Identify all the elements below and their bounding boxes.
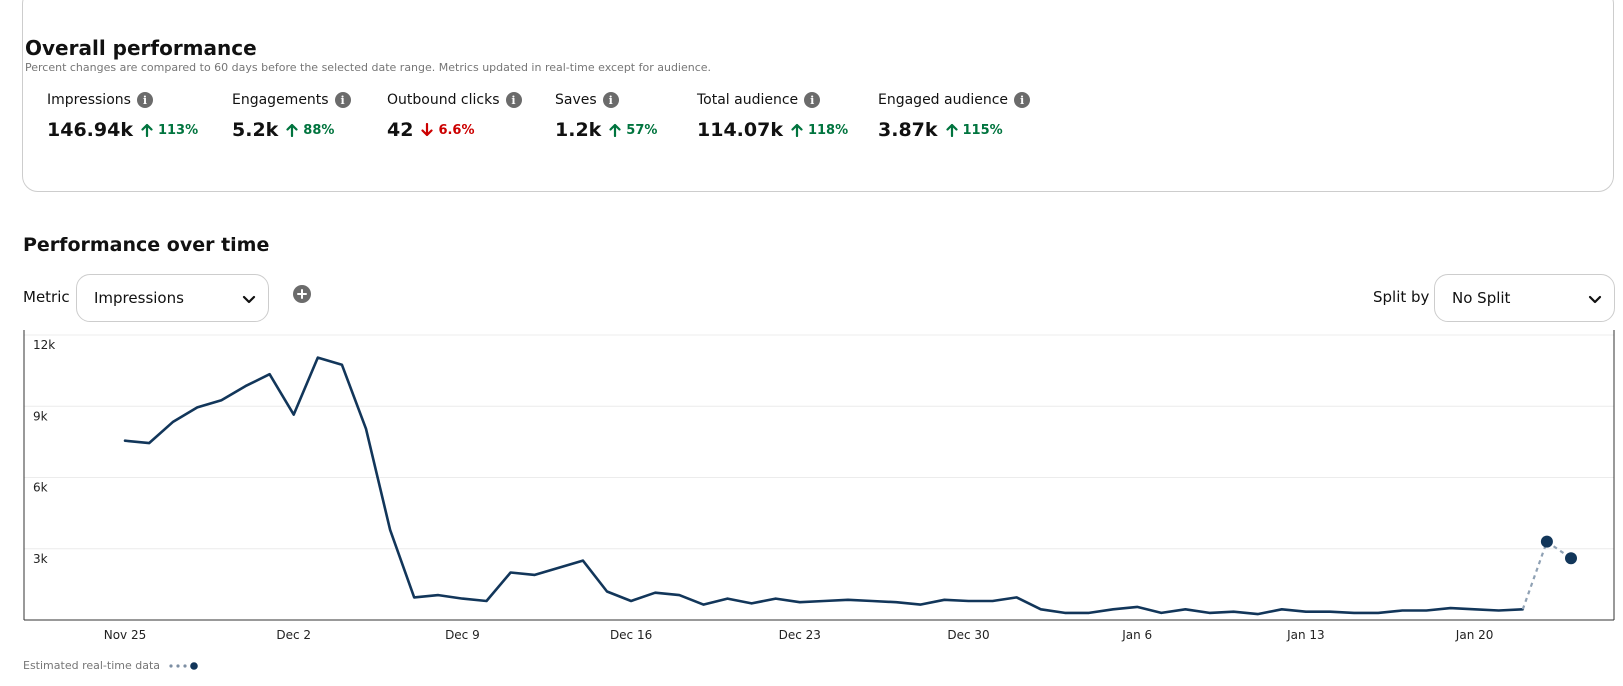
x-tick-label: Jan 13 (1286, 628, 1325, 642)
metric-value-row: 3.87k 115% (878, 117, 1030, 143)
estimated-series-line (1521, 539, 1572, 610)
chevron-down-icon (242, 295, 256, 304)
metric-label: Saves (555, 92, 597, 108)
split-by-label: Split by (1373, 288, 1430, 306)
estimated-data-point (1565, 552, 1577, 565)
x-tick-label: Jan 20 (1455, 628, 1494, 642)
arrow-up-icon (945, 123, 958, 137)
estimated-data-point (1540, 535, 1553, 548)
metric-label: Engagements (232, 92, 329, 108)
metric-value: 146.94k (47, 119, 133, 141)
metric-value-row: 42 6.6% (387, 117, 522, 143)
metric-label: Engaged audience (878, 92, 1009, 108)
legend-label: Estimated real-time data (23, 659, 161, 672)
performance-over-time-title: Performance over time (23, 234, 270, 256)
metric-engagements: Engagements i 5.2k 88% (232, 90, 351, 143)
metric-change-value: 115% (962, 122, 1003, 138)
performance-line-chart: 12k 9k 6k 3k Nov 25 Dec 2 Dec 9 Dec 16 Dec 23 Dec… (23, 330, 1615, 642)
metric-label: Total audience (697, 92, 799, 108)
metric-label-row: Total audience i (697, 90, 848, 110)
chevron-down-icon (1588, 295, 1602, 304)
y-tick-label: 3k (33, 552, 48, 566)
metric-change: 118% (791, 123, 848, 138)
arrow-up-icon (141, 123, 153, 137)
info-icon[interactable]: i (602, 92, 619, 108)
arrow-up-icon (791, 123, 803, 137)
metric-label-row: Engagements i (232, 90, 351, 110)
metric-value: 5.2k (232, 119, 279, 141)
metric-value: 1.2k (555, 119, 602, 141)
metric-label: Metric (23, 288, 70, 306)
arrow-up-icon (609, 123, 621, 137)
x-tick-label: Dec 9 (445, 628, 480, 642)
metric-value-row: 5.2k 88% (232, 117, 351, 143)
split-by-dropdown[interactable]: No Split (1434, 274, 1615, 322)
estimated-dotted-line-icon (169, 661, 198, 670)
metric-label-row: Engaged audience i (878, 90, 1031, 110)
metric-value: 3.87k (878, 119, 938, 141)
metric-outbound-clicks: Outbound clicks i 42 6.6% (387, 90, 522, 143)
arrow-down-icon (421, 123, 434, 137)
y-tick-label: 9k (33, 409, 48, 423)
overall-performance-subtitle: Percent changes are compared to 60 days … (25, 61, 712, 74)
metric-label: Outbound clicks (387, 92, 500, 108)
metric-change: 88% (286, 123, 334, 138)
metric-change: 113% (141, 123, 198, 138)
overall-performance-title: Overall performance (25, 36, 257, 60)
metric-value-row: 114.07k 118% (697, 117, 848, 143)
split-by-dropdown-value: No Split (1452, 289, 1511, 307)
metric-value: 114.07k (697, 119, 783, 141)
metric-change-value: 57% (626, 122, 658, 138)
arrow-up-icon (286, 123, 298, 137)
info-icon[interactable]: i (334, 92, 351, 108)
info-icon[interactable]: i (804, 92, 821, 108)
x-tick-label: Dec 30 (947, 628, 989, 642)
metric-engaged-audience: Engaged audience i 3.87k 115% (878, 90, 1031, 143)
x-tick-label: Dec 2 (276, 628, 311, 642)
metric-change-value: 118% (807, 122, 849, 138)
plus-icon (297, 289, 307, 299)
x-tick-label: Nov 25 (104, 628, 147, 642)
metric-value-row: 1.2k 57% (555, 117, 657, 143)
metric-value: 42 (387, 119, 414, 141)
info-icon[interactable]: i (505, 92, 522, 108)
x-tick-label: Jan 6 (1121, 628, 1152, 642)
metric-change: 115% (945, 122, 1003, 138)
metric-label-row: Outbound clicks i (387, 90, 522, 110)
chart-legend: Estimated real-time data (23, 659, 202, 672)
y-tick-label: 6k (33, 481, 48, 495)
metric-total-audience: Total audience i 114.07k 118% (697, 90, 848, 143)
add-metric-button[interactable] (293, 285, 311, 303)
metric-dropdown-value: Impressions (94, 289, 184, 307)
impressions-series-line (123, 356, 1525, 616)
x-tick-label: Dec 16 (610, 628, 652, 642)
metric-label-row: Saves i (555, 90, 657, 110)
metric-change: 6.6% (421, 122, 475, 138)
metric-change-value: 6.6% (438, 122, 475, 138)
metric-change-value: 113% (157, 122, 199, 138)
metric-label: Impressions (47, 92, 131, 108)
metric-change-value: 88% (303, 122, 335, 138)
metric-change: 57% (609, 123, 657, 138)
x-tick-label: Dec 23 (779, 628, 821, 642)
metric-value-row: 146.94k 113% (47, 117, 198, 143)
metric-dropdown[interactable]: Impressions (76, 274, 269, 322)
info-icon[interactable]: i (1014, 92, 1031, 108)
info-icon[interactable]: i (136, 92, 153, 108)
metric-impressions: Impressions i 146.94k 113% (47, 90, 198, 143)
metric-label-row: Impressions i (47, 90, 198, 110)
y-tick-label: 12k (33, 338, 55, 352)
metric-saves: Saves i 1.2k 57% (555, 90, 657, 143)
